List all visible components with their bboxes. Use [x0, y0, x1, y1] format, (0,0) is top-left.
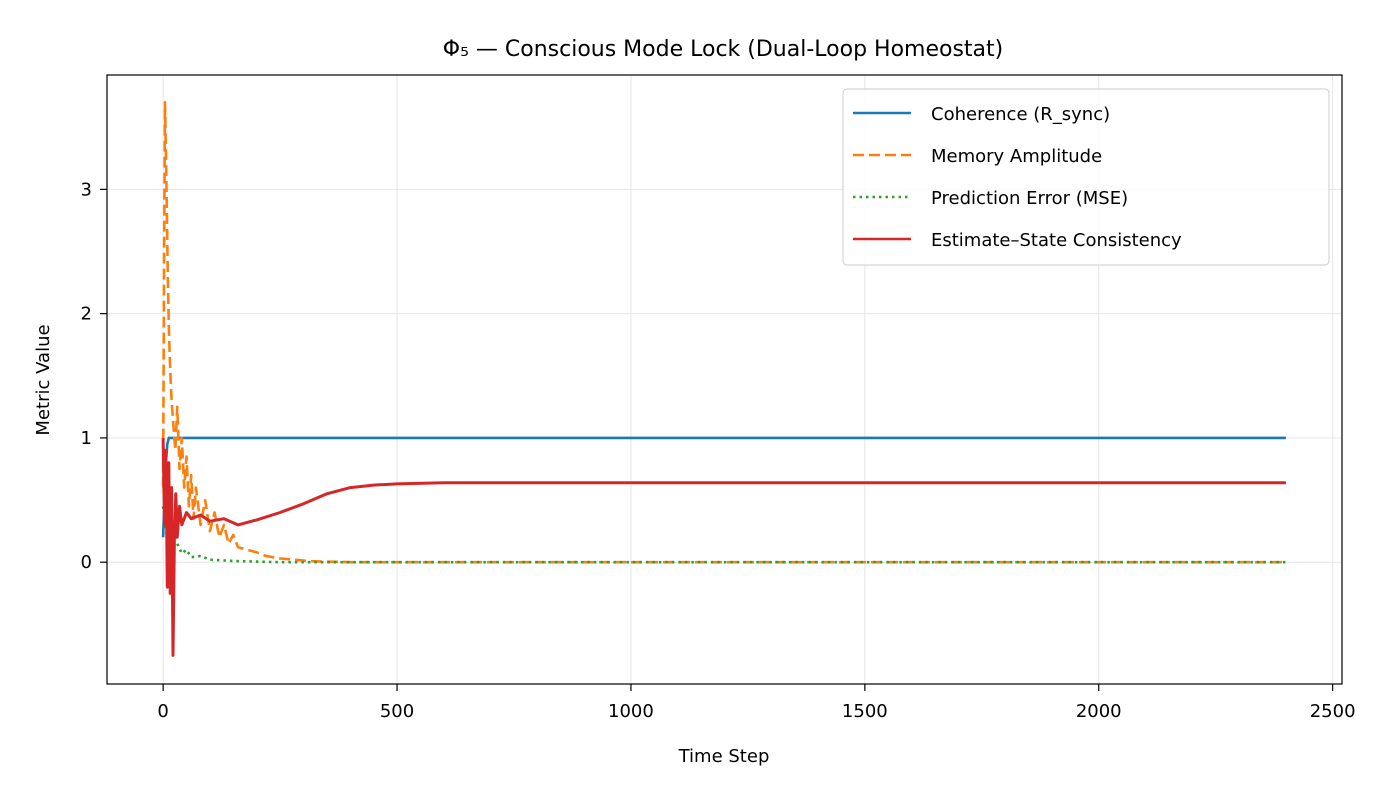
legend-box — [842, 88, 1330, 266]
series-line-1 — [161, 101, 1286, 564]
plot-frame — [106, 74, 1343, 685]
x-tick-label: 500 — [380, 701, 414, 722]
x-tick-label: 2000 — [1076, 701, 1122, 722]
x-tick-label: 1500 — [842, 701, 888, 722]
y-tick-label: 2 — [81, 304, 92, 325]
y-tick-label: 3 — [81, 179, 92, 200]
x-axis-label: Time Step — [678, 746, 770, 767]
x-tick-label: 1000 — [608, 701, 654, 722]
x-tick-label: 0 — [157, 701, 168, 722]
x-tick-label: 2500 — [1310, 701, 1356, 722]
y-tick-label: 0 — [81, 552, 92, 573]
legend-label-2: Prediction Error (MSE) — [931, 188, 1128, 209]
legend-label-0: Coherence (R_sync) — [931, 104, 1110, 125]
series-line-3 — [161, 437, 1286, 657]
y-axis-label: Metric Value — [33, 324, 54, 435]
legend-label-3: Estimate–State Consistency — [931, 230, 1182, 251]
chart-title: Φ₅ — Conscious Mode Lock (Dual-Loop Home… — [443, 37, 1003, 62]
legend-label-1: Memory Amplitude — [931, 146, 1102, 167]
y-tick-label: 1 — [81, 428, 92, 449]
